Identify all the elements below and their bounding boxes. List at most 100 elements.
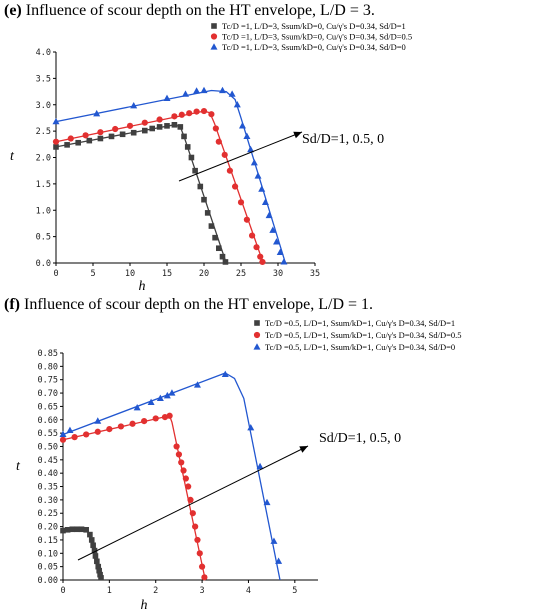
data-point (184, 144, 191, 150)
y-tick-label: 0.40 (38, 469, 58, 479)
legend-marker (210, 43, 218, 50)
data-point (256, 462, 264, 470)
data-point (189, 510, 196, 517)
data-point (249, 232, 256, 239)
data-point (280, 258, 288, 265)
y-tick-label: 3.5 (36, 74, 51, 84)
data-point (87, 531, 93, 538)
data-point (212, 125, 219, 132)
data-point (180, 467, 187, 474)
caption-e-label: (e) (4, 2, 22, 19)
y-tick-label: 0.30 (38, 496, 58, 506)
data-point (91, 547, 98, 554)
caption-e: (e) Influence of scour depth on the HT e… (4, 2, 375, 20)
y-axis-label: t (16, 459, 21, 474)
x-tick-label: 2 (153, 586, 158, 596)
legend-marker (210, 33, 218, 40)
data-point (273, 238, 281, 245)
data-point (64, 142, 70, 148)
y-tick-label: 4.0 (36, 48, 51, 58)
data-point (163, 391, 171, 399)
trend-arrow-head (299, 446, 308, 453)
data-point (94, 417, 102, 424)
y-tick-label: 0.20 (38, 523, 58, 533)
x-tick-label: 4 (246, 586, 251, 596)
x-tick-label: 25 (236, 269, 246, 279)
data-point (231, 183, 239, 190)
data-point (192, 167, 198, 174)
data-point (66, 426, 74, 434)
data-point (257, 253, 264, 260)
data-point (92, 553, 99, 559)
legend-label: Tc/D =1, L/D=3, Ssum/kD=0, Cu/γ's D=0.34… (222, 42, 406, 52)
data-point (171, 121, 178, 128)
data-point (177, 124, 184, 130)
data-point (94, 428, 101, 435)
y-tick-label: 0.50 (38, 442, 58, 452)
data-point (69, 526, 76, 533)
data-point (52, 138, 60, 145)
legend-label: Tc/D =0.5, L/D=1, Ssum/kD=1, Cu/γ's D=0.… (265, 342, 455, 352)
data-point (192, 523, 199, 530)
x-tick-label: 30 (273, 269, 283, 279)
data-point (254, 172, 262, 179)
trend-arrow-line (77, 445, 309, 561)
data-point (221, 370, 229, 377)
data-point (243, 216, 251, 223)
data-point (182, 90, 189, 97)
data-point (78, 526, 85, 533)
caption-e-text: Influence of scour depth on the HT envel… (21, 2, 375, 19)
data-point (64, 526, 71, 533)
data-point (228, 90, 236, 97)
data-point (59, 436, 67, 443)
data-point (82, 132, 89, 139)
data-point (119, 131, 126, 138)
y-tick-label: 0.5 (36, 233, 51, 243)
data-point (226, 167, 233, 174)
y-tick-label: 0.25 (38, 509, 58, 519)
data-point (221, 151, 228, 158)
data-point (60, 527, 66, 534)
data-point (197, 183, 204, 190)
annotation-label: Sd/D=1, 0.5, 0 (319, 431, 401, 446)
data-point (178, 459, 185, 466)
data-point (204, 210, 211, 216)
y-tick-label: 0.85 (38, 349, 58, 359)
data-point (181, 133, 187, 140)
y-tick-label: 0.65 (38, 402, 58, 412)
data-point (129, 420, 136, 427)
data-point (250, 158, 258, 166)
x-axis-label: h (141, 598, 148, 613)
data-point (59, 430, 67, 438)
data-point (269, 226, 277, 233)
data-point (133, 403, 141, 411)
x-tick-label: 0 (53, 269, 58, 279)
legend-marker (211, 23, 217, 29)
data-point (265, 211, 273, 219)
data-point (173, 443, 180, 450)
data-point (88, 537, 95, 543)
data-point (200, 107, 208, 115)
data-point (75, 139, 81, 146)
data-point (168, 389, 176, 396)
data-point (74, 526, 80, 533)
data-point (253, 244, 260, 251)
data-point (178, 111, 185, 118)
data-point (97, 129, 104, 136)
data-point (188, 154, 195, 161)
x-tick-label: 1 (107, 586, 112, 596)
data-point (186, 110, 193, 117)
data-point (187, 496, 194, 503)
x-tick-label: 0 (60, 586, 65, 596)
data-point (258, 185, 266, 192)
trend-arrow-line (178, 131, 303, 182)
y-tick-label: 0.70 (38, 389, 58, 399)
data-point (130, 102, 138, 109)
data-point (233, 100, 241, 108)
data-point (163, 94, 171, 102)
data-point (156, 116, 163, 123)
data-point (83, 526, 89, 533)
data-point (156, 124, 163, 130)
data-point (193, 87, 201, 94)
data-point (112, 125, 119, 133)
